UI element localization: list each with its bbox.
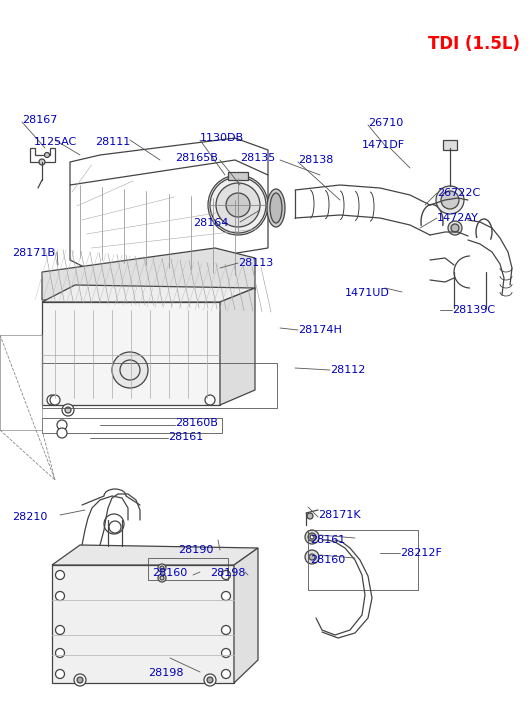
Text: 28190: 28190 [178,545,213,555]
Text: 28210: 28210 [12,512,47,522]
Circle shape [109,521,121,533]
Circle shape [39,159,45,165]
Text: 28111: 28111 [95,137,130,147]
Text: 26722C: 26722C [437,188,480,198]
Circle shape [309,554,315,560]
Circle shape [305,550,319,564]
Text: 28174H: 28174H [298,325,342,335]
Circle shape [160,576,164,580]
Text: 28198: 28198 [148,668,184,678]
Circle shape [160,566,164,570]
Bar [443,140,457,150]
Circle shape [204,674,216,686]
Text: 1125AC: 1125AC [34,137,77,147]
Text: 28198: 28198 [210,568,245,578]
Polygon shape [220,288,255,405]
Circle shape [45,153,49,158]
Circle shape [112,352,148,388]
Text: 28171B: 28171B [12,248,55,258]
Circle shape [226,193,250,217]
Circle shape [448,221,462,235]
Text: 28160: 28160 [152,568,187,578]
Circle shape [310,535,314,539]
Circle shape [208,175,268,235]
Text: 28160: 28160 [310,555,345,565]
Circle shape [308,533,316,541]
Ellipse shape [270,193,282,223]
Polygon shape [42,248,255,300]
Circle shape [221,592,230,601]
Text: 28161: 28161 [168,432,203,442]
Circle shape [55,670,64,678]
Polygon shape [234,548,258,683]
Bar [228,172,248,180]
Circle shape [74,674,86,686]
Circle shape [55,592,64,601]
Text: TDI (1.5L): TDI (1.5L) [428,35,520,53]
Bar [308,530,418,590]
Polygon shape [42,285,255,302]
Text: 28112: 28112 [330,365,365,375]
Text: 28161: 28161 [310,535,345,545]
Circle shape [62,404,74,416]
Polygon shape [52,545,258,565]
Circle shape [221,571,230,579]
Circle shape [55,571,64,579]
Circle shape [221,648,230,657]
Bar [148,558,228,580]
Text: 28167: 28167 [22,115,57,125]
Polygon shape [42,302,220,405]
Bar [0,335,42,430]
Circle shape [47,395,57,405]
Text: 28171K: 28171K [318,510,361,520]
Ellipse shape [267,189,285,227]
Text: 1471DF: 1471DF [362,140,405,150]
Text: 28212F: 28212F [400,548,442,558]
Circle shape [441,191,459,209]
Bar [42,418,222,433]
Circle shape [57,420,67,430]
Text: 28113: 28113 [238,258,273,268]
Circle shape [158,564,166,572]
Circle shape [451,224,459,232]
Circle shape [305,530,319,544]
Circle shape [216,183,260,227]
Circle shape [50,395,60,405]
Circle shape [65,407,71,413]
Circle shape [207,677,213,683]
Circle shape [307,513,313,519]
Circle shape [221,625,230,635]
Text: 26710: 26710 [368,118,403,128]
Circle shape [77,677,83,683]
Text: 28139C: 28139C [452,305,495,315]
Circle shape [221,670,230,678]
Circle shape [57,428,67,438]
Text: 1471UD: 1471UD [345,288,390,298]
Circle shape [55,648,64,657]
Circle shape [55,625,64,635]
Text: 28135: 28135 [240,153,275,163]
Circle shape [158,574,166,582]
Text: 28160B: 28160B [175,418,218,428]
Text: 28164: 28164 [193,218,228,228]
Circle shape [436,186,464,214]
Text: 28138: 28138 [298,155,334,165]
Bar [52,565,234,683]
Text: 28165B: 28165B [175,153,218,163]
Text: 1130DB: 1130DB [200,133,244,143]
Bar [42,363,277,408]
Text: 1472AY: 1472AY [437,213,479,223]
Circle shape [205,395,215,405]
